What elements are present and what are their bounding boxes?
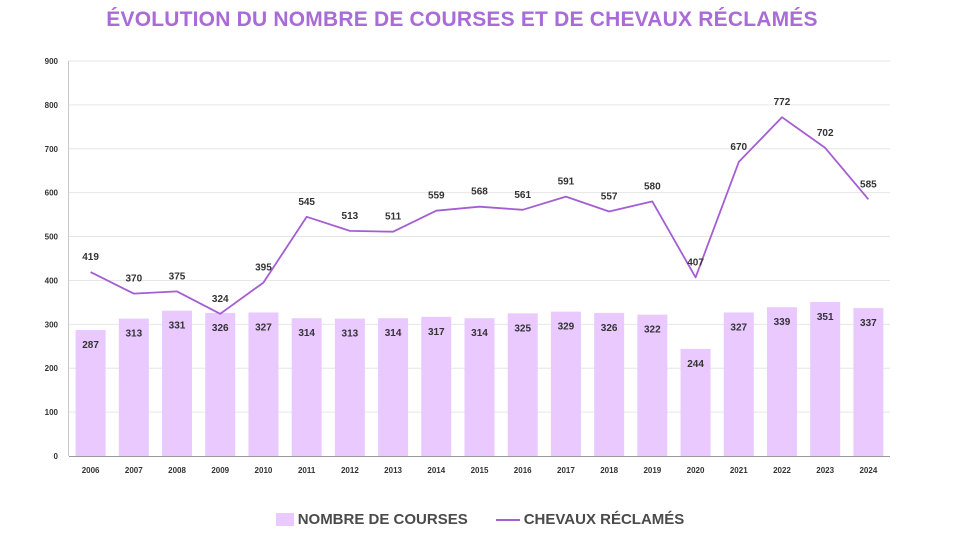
- line-data-label: 375: [169, 271, 186, 282]
- line-data-label: 513: [342, 211, 359, 222]
- line-data-label: 545: [298, 197, 315, 208]
- bar-data-label: 317: [428, 327, 445, 338]
- legend-swatch-bar: [275, 513, 294, 526]
- y-tick-label: 600: [45, 189, 59, 198]
- bar-data-label: 327: [730, 322, 747, 333]
- bar-data-label: 287: [82, 340, 99, 351]
- chart-canvas: 0 100 200 300 400 500 600 700 800 900 287 313 331 326…: [45, 57, 890, 475]
- bar: [162, 310, 193, 456]
- legend: NOMBRE DE COURSES CHEVAUX RÉCLAMÉS: [0, 511, 960, 528]
- bar-data-label: 314: [298, 328, 315, 339]
- line-data-label: 670: [730, 142, 747, 153]
- x-tick-label: 2007: [125, 466, 143, 475]
- bar-data-label: 322: [644, 325, 661, 336]
- line-data-label: 557: [601, 192, 618, 203]
- line-data-label: 407: [687, 257, 704, 268]
- x-tick-label: 2014: [427, 466, 445, 475]
- bar: [75, 330, 106, 456]
- x-tick-label: 2006: [82, 466, 100, 475]
- bar: [248, 312, 279, 456]
- bar-data-label: 314: [471, 328, 488, 339]
- chart-title: ÉVOLUTION DU NOMBRE DE COURSES ET DE CHE…: [106, 8, 818, 31]
- line-data-label: 559: [428, 191, 445, 202]
- bar-data-label: 351: [817, 312, 834, 323]
- x-tick-label: 2008: [168, 466, 186, 475]
- bar: [550, 311, 581, 456]
- x-tick-label: 2012: [341, 466, 359, 475]
- line-data-label: 511: [385, 212, 402, 223]
- legend-item-courses: NOMBRE DE COURSES: [275, 511, 468, 528]
- x-tick-label: 2022: [773, 466, 791, 475]
- bar-data-label: 244: [687, 359, 704, 370]
- x-tick-label: 2011: [298, 466, 316, 475]
- y-tick-label: 200: [45, 364, 59, 373]
- bar: [205, 312, 236, 456]
- bar-data-label: 325: [514, 323, 531, 334]
- x-tick-label: 2013: [384, 466, 402, 475]
- y-tick-label: 800: [45, 101, 59, 110]
- bar: [637, 314, 668, 456]
- legend-label-courses: NOMBRE DE COURSES: [297, 511, 468, 528]
- bar-data-label: 313: [342, 329, 359, 340]
- bar-data-label: 339: [774, 317, 791, 328]
- bar: [680, 348, 711, 456]
- x-tick-label: 2016: [514, 466, 532, 475]
- bar: [464, 318, 495, 456]
- line-data-label: 419: [82, 252, 99, 263]
- x-tick-label: 2015: [471, 466, 489, 475]
- bar: [421, 316, 452, 456]
- bar: [334, 318, 365, 456]
- x-tick-label: 2019: [643, 466, 661, 475]
- line-data-label: 395: [255, 263, 272, 274]
- x-tick-label: 2010: [255, 466, 273, 475]
- y-tick-label: 400: [45, 276, 59, 285]
- y-tick-label: 0: [54, 452, 59, 461]
- line-data-label: 772: [774, 97, 791, 108]
- bar: [723, 312, 754, 456]
- line-data-label: 568: [471, 187, 488, 198]
- line-data-label: 580: [644, 181, 661, 192]
- line-series-chevaux: [90, 116, 870, 315]
- bar: [507, 313, 538, 456]
- x-tick-label: 2018: [600, 466, 618, 475]
- bar: [766, 307, 797, 456]
- bar: [118, 318, 149, 456]
- y-tick-label: 500: [45, 233, 59, 242]
- bar-data-label: 337: [860, 318, 877, 329]
- legend-label-chevaux: CHEVAUX RÉCLAMÉS: [523, 511, 685, 528]
- y-tick-label: 300: [45, 320, 59, 329]
- y-tick-label: 700: [45, 145, 59, 154]
- x-tick-label: 2009: [211, 466, 229, 475]
- line-data-label: 591: [558, 177, 575, 188]
- legend-swatch-line: [495, 518, 520, 521]
- bar-data-label: 329: [558, 322, 575, 333]
- bar: [291, 318, 322, 456]
- x-tick-label: 2020: [687, 466, 705, 475]
- x-tick-label: 2017: [557, 466, 575, 475]
- legend-item-chevaux: CHEVAUX RÉCLAMÉS: [495, 511, 685, 528]
- bar-data-label: 314: [385, 328, 402, 339]
- y-tick-label: 900: [45, 57, 59, 66]
- x-tick-label: 2024: [859, 466, 877, 475]
- line-data-label: 585: [860, 179, 877, 190]
- x-tick-label: 2023: [816, 466, 834, 475]
- bar: [853, 308, 884, 456]
- bar: [810, 301, 841, 456]
- bar-data-label: 326: [601, 323, 618, 334]
- line-data-label: 702: [817, 128, 834, 139]
- line-data-label: 370: [125, 274, 142, 285]
- bar: [594, 312, 625, 456]
- bar-data-label: 326: [212, 323, 229, 334]
- bar-data-label: 331: [169, 321, 186, 332]
- line-data-label: 324: [212, 294, 229, 305]
- line-data-label: 561: [514, 190, 531, 201]
- y-tick-label: 100: [45, 408, 59, 417]
- bar-data-label: 313: [125, 329, 142, 340]
- x-tick-label: 2021: [730, 466, 748, 475]
- bar-data-label: 327: [255, 322, 272, 333]
- bar: [378, 318, 409, 456]
